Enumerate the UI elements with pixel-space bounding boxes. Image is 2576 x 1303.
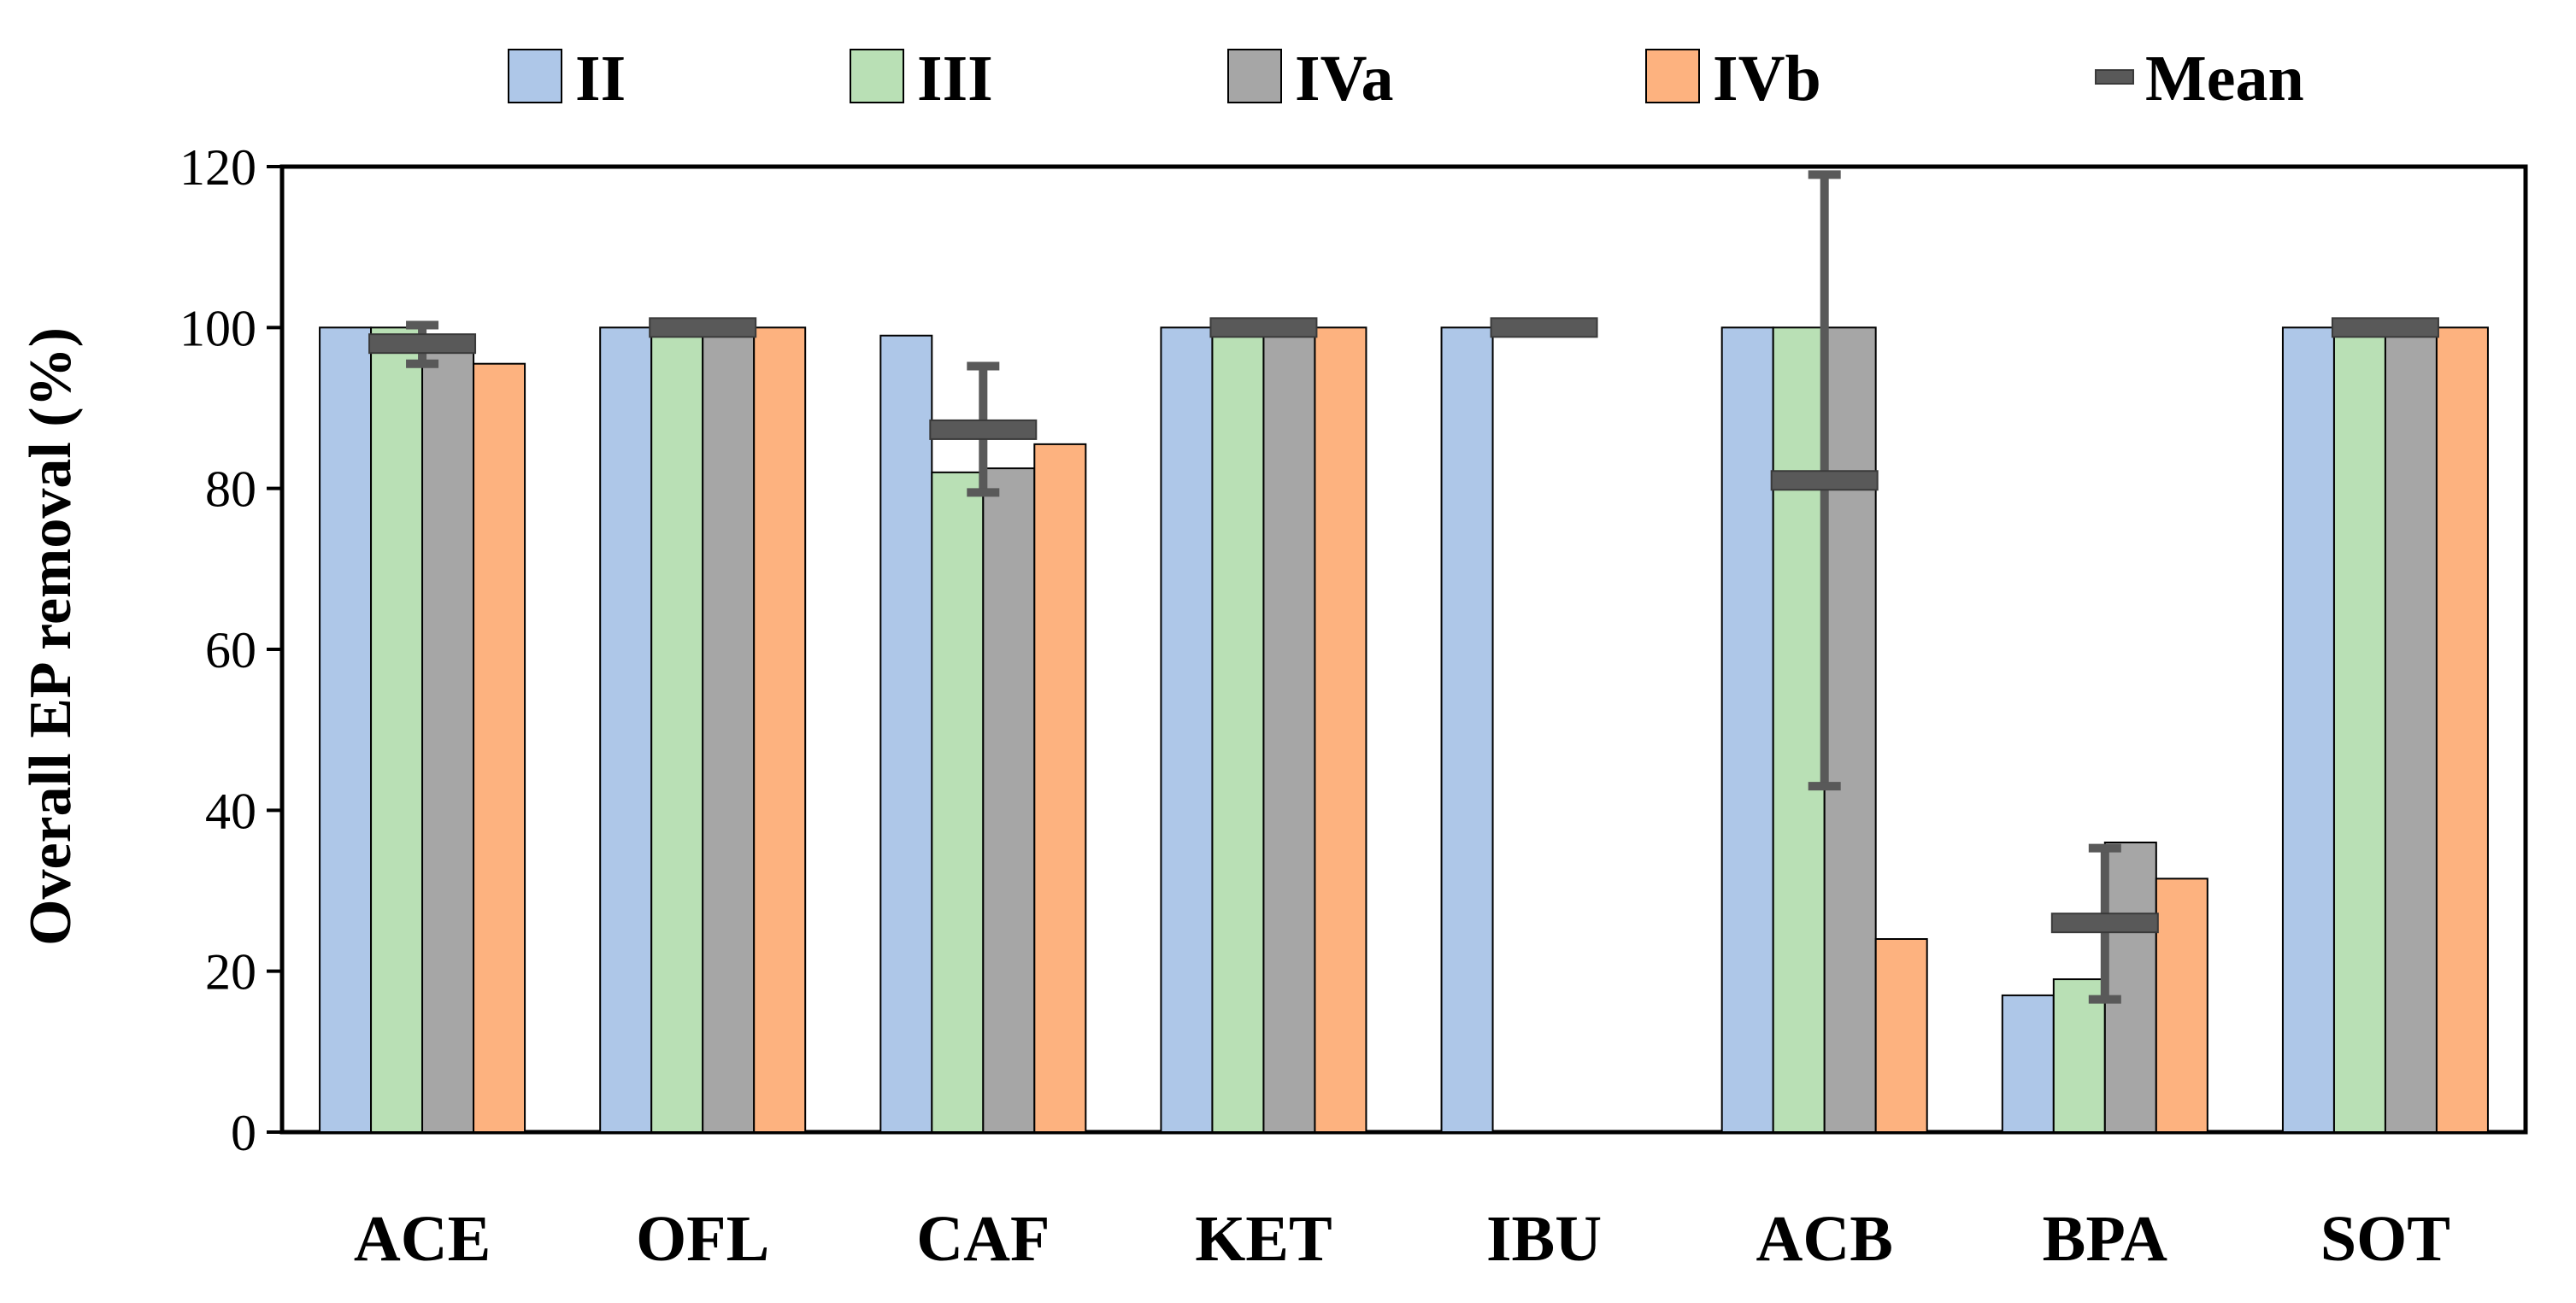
bars — [319, 326, 2489, 1134]
x-tick-label: ACE — [354, 1203, 491, 1275]
bar-IVa-KET — [1262, 326, 1316, 1134]
bar-IVa-BPA — [2103, 842, 2157, 1133]
bar-III-CAF — [931, 471, 985, 1133]
y-tick-label: 40 — [205, 783, 256, 839]
bar-IVb-KET — [1314, 326, 1367, 1134]
bar-IVa-CAF — [982, 467, 1036, 1133]
bar-IVb-CAF — [1033, 443, 1087, 1133]
y-tick-label: 0 — [231, 1105, 256, 1161]
bar-IVb-BPA — [2155, 877, 2208, 1133]
bar-II-SOT — [2281, 326, 2335, 1134]
mean-marker-BPA — [2050, 913, 2159, 934]
legend-swatch-IVb — [1645, 49, 1700, 103]
bar-IVa-ACE — [421, 350, 475, 1134]
axes: 0 20 40 60 80 100 120 ACE OFL CAF KET IBU ACB BPA SOT — [179, 139, 2528, 1275]
mean-marker-CAF — [929, 419, 1038, 440]
bar-II-KET — [1160, 326, 1214, 1134]
bar-IVb-OFL — [753, 326, 807, 1134]
legend-label-IVb: IVb — [1713, 43, 1821, 114]
mean-marker-KET — [1209, 317, 1318, 338]
mean-marker-ACB — [1770, 470, 1879, 491]
mean-marker-IBU — [1490, 317, 1598, 338]
bar-III-KET — [1211, 326, 1265, 1134]
bar-III-BPA — [2052, 978, 2106, 1134]
x-tick-label: IBU — [1486, 1203, 1602, 1275]
bar-IVb-SOT — [2435, 326, 2489, 1134]
legend-label-mean: Mean — [2145, 43, 2304, 114]
bar-IVb-ACE — [473, 362, 526, 1134]
bar-IVa-SOT — [2384, 326, 2438, 1134]
legend-label-IVa: IVa — [1295, 43, 1393, 114]
legend-swatch-IVa — [1227, 49, 1282, 103]
x-tick-label: SOT — [2320, 1203, 2450, 1275]
mean-marker-ACE — [368, 333, 477, 355]
mean-marker-OFL — [649, 317, 757, 338]
bar-III-ACB — [1772, 326, 1826, 1134]
bar-II-ACE — [319, 326, 373, 1134]
y-tick-label: 100 — [179, 300, 256, 356]
bar-IVa-ACB — [1823, 326, 1877, 1134]
bar-III-ACE — [370, 326, 424, 1134]
x-tick-label: ACB — [1756, 1203, 1892, 1275]
bar-II-BPA — [2001, 994, 2055, 1133]
y-tick-label: 120 — [179, 139, 256, 196]
bar-II-IBU — [1440, 326, 1494, 1134]
legend-label-III: III — [917, 43, 993, 114]
legend-swatch-II — [508, 49, 562, 103]
x-tick-label: KET — [1195, 1203, 1332, 1275]
legend: II III IVa IVb Mean — [508, 43, 2304, 114]
legend-swatch-mean — [2095, 69, 2134, 85]
y-tick-label: 20 — [205, 944, 256, 1001]
bar-II-CAF — [879, 334, 933, 1133]
y-tick-label: 80 — [205, 461, 256, 518]
bar-II-OFL — [599, 326, 653, 1134]
x-tick-label: BPA — [2043, 1203, 2167, 1275]
x-tick-label: OFL — [636, 1203, 769, 1275]
bar-III-OFL — [650, 326, 704, 1134]
y-axis-title: Overall EP removal (%) — [18, 327, 84, 946]
legend-swatch-III — [850, 49, 904, 103]
y-tick-label: 60 — [205, 622, 256, 678]
bar-III-SOT — [2332, 326, 2386, 1134]
mean-markers — [368, 170, 2439, 1004]
bar-IVb-ACB — [1874, 938, 1928, 1133]
x-tick-label: CAF — [916, 1203, 1050, 1275]
mean-marker-SOT — [2331, 317, 2439, 338]
bar-IVa-OFL — [702, 326, 756, 1134]
bar-II-ACB — [1720, 326, 1774, 1134]
legend-label-II: II — [575, 43, 626, 114]
